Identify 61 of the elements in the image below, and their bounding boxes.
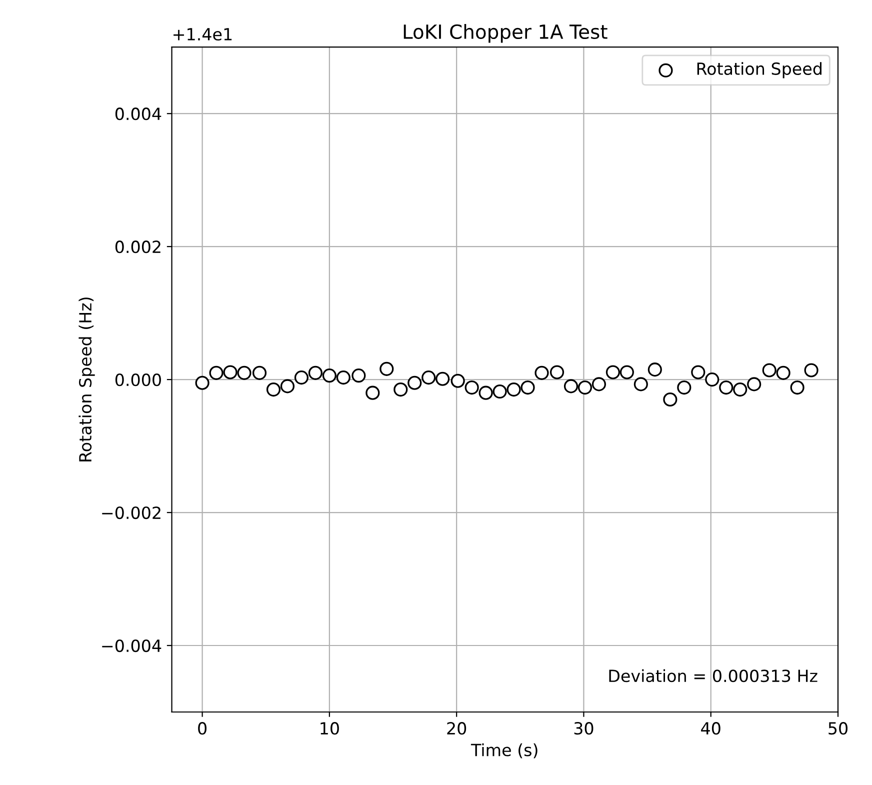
point xyxy=(322,368,336,383)
point xyxy=(733,382,748,397)
point xyxy=(719,380,734,395)
point xyxy=(634,377,648,392)
point xyxy=(506,382,521,397)
point xyxy=(663,392,678,407)
point xyxy=(336,370,350,385)
point xyxy=(677,380,692,395)
point xyxy=(762,363,776,378)
y-axis-title: Rotation Speed (Hz) xyxy=(78,298,95,462)
chart-title: LoKI Chopper 1A Test xyxy=(404,24,608,43)
point xyxy=(606,365,620,380)
point xyxy=(648,362,662,377)
point xyxy=(464,380,479,395)
y-tick-label: −0.002 xyxy=(102,506,160,520)
x-tick-label: 40 xyxy=(701,722,720,735)
x-tick-label: 10 xyxy=(320,722,339,735)
y-tick-label: 0.004 xyxy=(115,108,162,120)
point xyxy=(209,366,224,380)
annotation: Deviation = 0.000313 Hz xyxy=(609,669,818,682)
x-tick-label: 50 xyxy=(828,722,848,735)
point xyxy=(280,379,295,394)
text: +1.4e1 xyxy=(174,28,232,41)
point xyxy=(564,379,578,394)
point xyxy=(620,365,634,380)
x-axis-title: Time (s) xyxy=(470,743,538,758)
point xyxy=(380,362,394,376)
y-tick-label: 0.000 xyxy=(115,374,161,386)
legend-label: Rotation Speed xyxy=(697,62,822,78)
point xyxy=(705,372,720,387)
point xyxy=(520,380,535,395)
point xyxy=(534,366,549,380)
point xyxy=(747,377,762,392)
point xyxy=(252,366,267,380)
point xyxy=(422,370,436,385)
y-tick-label: −0.004 xyxy=(102,639,162,652)
point xyxy=(450,374,465,388)
point xyxy=(804,363,818,378)
point xyxy=(237,366,252,380)
point xyxy=(436,372,450,386)
point xyxy=(776,366,790,380)
point xyxy=(223,365,238,380)
point xyxy=(394,382,408,397)
point xyxy=(478,386,493,400)
point xyxy=(294,370,309,385)
point xyxy=(408,376,422,390)
point xyxy=(592,377,606,392)
point xyxy=(578,380,592,395)
point xyxy=(790,380,804,395)
point xyxy=(691,365,706,380)
x-tick-label: 20 xyxy=(447,722,466,735)
point xyxy=(308,366,322,380)
point xyxy=(266,382,281,397)
x-tick-label: 0 xyxy=(198,722,206,735)
point xyxy=(550,365,564,380)
x-tick-label: 30 xyxy=(574,722,594,735)
point xyxy=(352,368,366,383)
point xyxy=(492,384,507,399)
point xyxy=(195,376,210,390)
y-tick-label: 0.002 xyxy=(115,240,160,254)
point xyxy=(366,386,380,400)
